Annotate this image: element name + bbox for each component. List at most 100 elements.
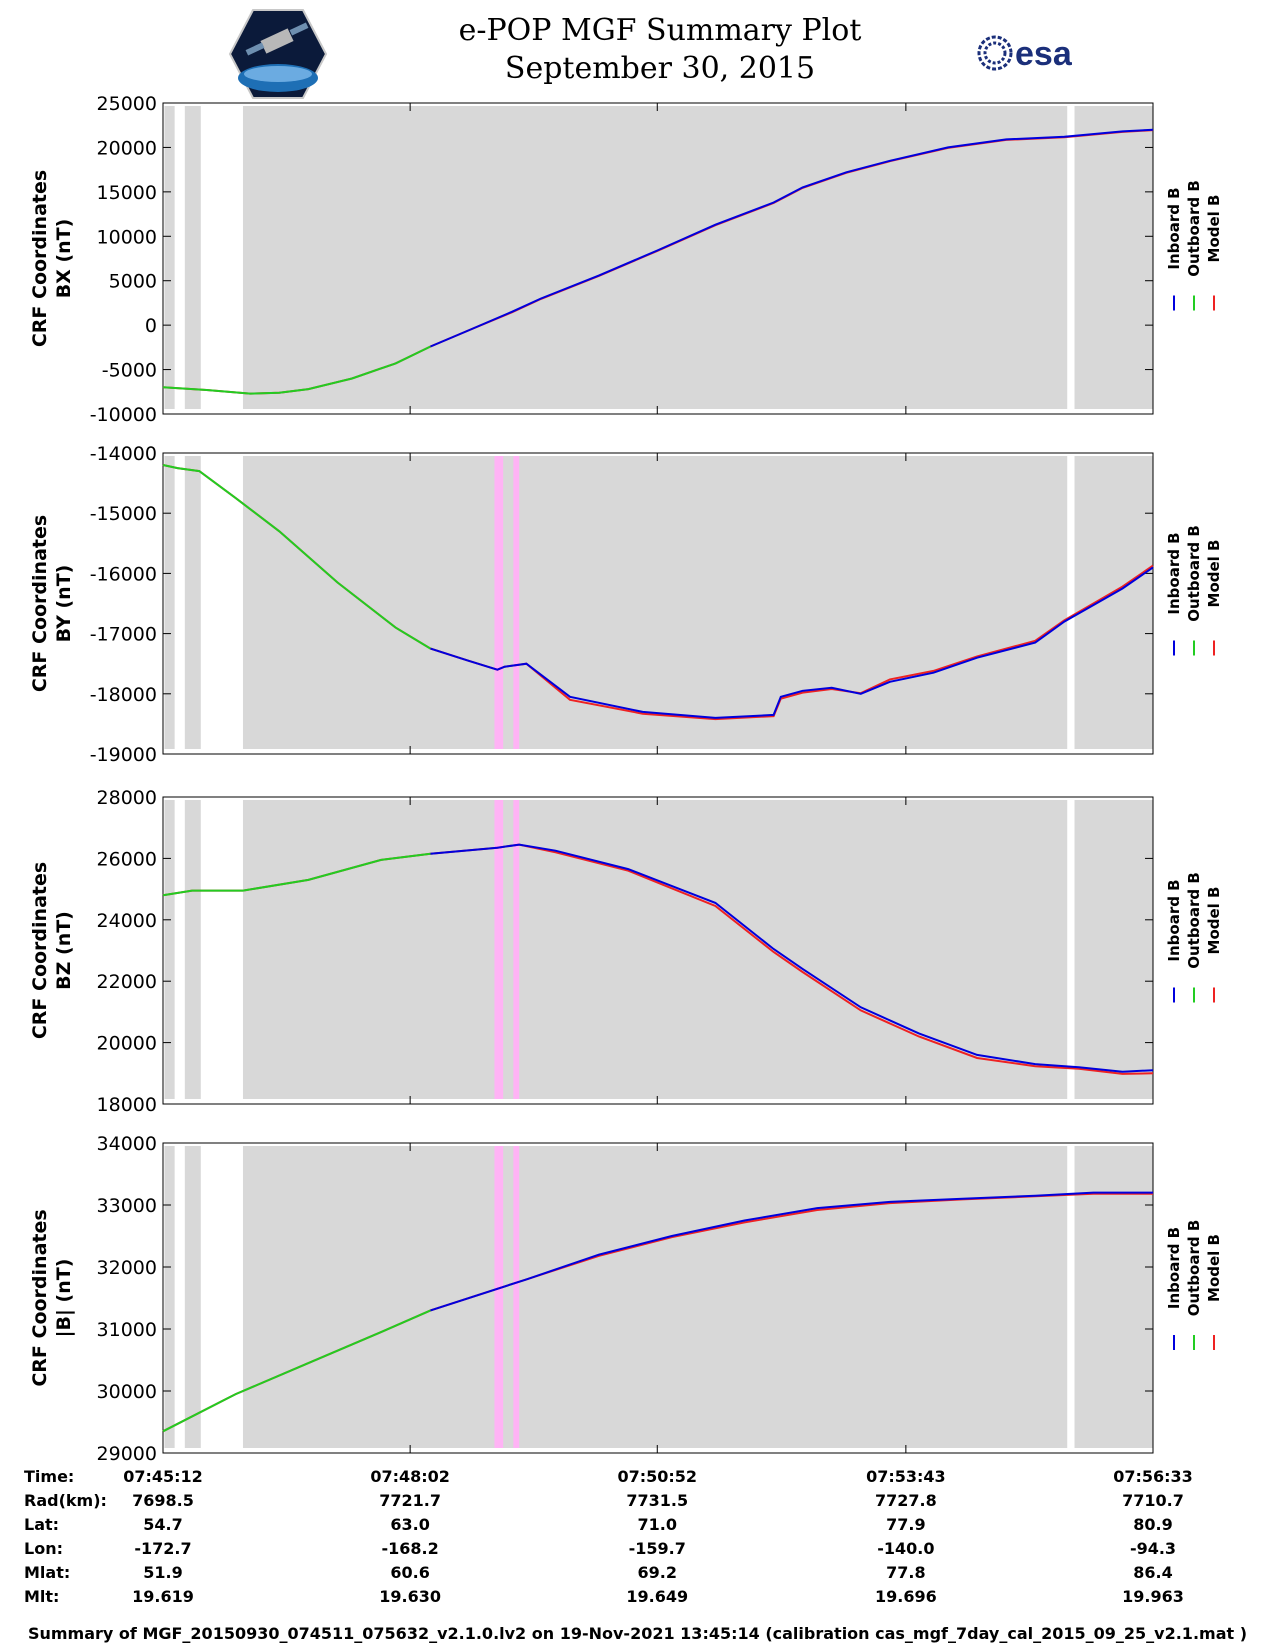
shaded-interval-1 — [184, 800, 201, 1099]
ephemeris-row-label: Lon: — [24, 1539, 63, 1558]
shaded-interval-0 — [164, 456, 175, 749]
ephemeris-value: 7710.7 — [1122, 1491, 1184, 1510]
esa-logo-text: esa — [1015, 35, 1073, 73]
x-tick-label: 07:56:33 — [1113, 1467, 1193, 1486]
legend-label: Outboard B — [1185, 525, 1203, 622]
panel-bz: 18000 20000 22000 24000 26000 28000 CRF Coordi… — [29, 787, 1223, 1116]
ephemeris-value: 19.963 — [1122, 1587, 1184, 1606]
panel-bx: -10000 -5000 0 5000 10000 15000 20000 25000 CRF … — [29, 93, 1223, 426]
y-tick-label: 20000 — [97, 1033, 157, 1055]
inboard-b-line — [430, 1191, 1153, 1312]
axes-box — [162, 452, 1154, 755]
y-axis-label-line: BZ (nT) — [53, 911, 75, 990]
ephemeris-value: 63.0 — [390, 1515, 429, 1534]
shaded-interval-3 — [1074, 106, 1153, 409]
shaded-interval-1 — [184, 1146, 201, 1448]
outboard-b-line — [162, 1309, 431, 1433]
flagged-interval-0 — [494, 456, 504, 749]
legend-label: Inboard B — [1165, 1227, 1183, 1309]
ephemeris-value: 86.4 — [1133, 1563, 1172, 1582]
esa-logo-icon: esa — [977, 35, 1073, 73]
flagged-interval-0 — [494, 800, 504, 1099]
y-tick-label: 34000 — [97, 1133, 157, 1155]
ephemeris-value: 7731.5 — [626, 1491, 688, 1510]
legend-label: Model B — [1205, 540, 1223, 608]
legend-label: Model B — [1205, 887, 1223, 955]
inboard-b-line — [430, 128, 1154, 348]
shaded-interval-0 — [164, 106, 175, 409]
ephemeris-value: 19.696 — [875, 1587, 937, 1606]
flagged-interval-0 — [494, 1146, 504, 1448]
flagged-interval-1 — [513, 800, 520, 1099]
shaded-interval-2 — [242, 1146, 1068, 1448]
legend-label: Inboard B — [1165, 187, 1183, 269]
shaded-interval-1 — [184, 456, 201, 749]
legend-label: Model B — [1205, 1234, 1223, 1302]
y-axis-label-line: |B| (nT) — [53, 1259, 75, 1338]
ephemeris-value: 54.7 — [143, 1515, 182, 1534]
ephemeris-value: -94.3 — [1130, 1539, 1176, 1558]
shaded-interval-3 — [1074, 456, 1153, 749]
y-axis-label-line: CRF Coordinates — [29, 170, 51, 347]
ephemeris-row-label: Time: — [24, 1467, 74, 1486]
ephemeris-value: 80.9 — [1133, 1515, 1172, 1534]
y-axis-label: CRF Coordinates BX (nT) — [29, 170, 75, 347]
y-tick-label: 0 — [145, 315, 157, 337]
y-tick-label: 33000 — [97, 1195, 157, 1217]
y-tick-label: -5000 — [102, 360, 157, 382]
ephemeris-value: -140.0 — [877, 1539, 934, 1558]
ephemeris-row-label: Rad(km): — [24, 1491, 107, 1510]
y-tick-label: -15000 — [90, 503, 157, 525]
y-tick-label: 18000 — [97, 1094, 157, 1116]
ephemeris-value: 60.6 — [390, 1563, 429, 1582]
flagged-interval-1 — [513, 456, 520, 749]
axes-box — [162, 102, 1154, 415]
inboard-b-line — [430, 566, 1154, 719]
y-tick-label: 30000 — [97, 1381, 157, 1403]
y-tick-label: -17000 — [90, 624, 157, 646]
shaded-interval-2 — [242, 106, 1068, 409]
x-tick-label: 07:45:12 — [123, 1467, 203, 1486]
plot-date: September 30, 2015 — [504, 51, 816, 86]
ephemeris-value: 77.8 — [886, 1563, 925, 1582]
shaded-interval-1 — [184, 106, 201, 409]
y-axis-label-line: CRF Coordinates — [29, 1209, 51, 1386]
shaded-interval-3 — [1074, 800, 1153, 1099]
y-tick-label: 22000 — [97, 971, 157, 993]
y-tick-label: -18000 — [90, 684, 157, 706]
ephemeris-value: 7727.8 — [875, 1491, 937, 1510]
x-tick-label: 07:53:43 — [866, 1467, 946, 1486]
ephemeris-row-label: Lat: — [24, 1515, 59, 1534]
ephemeris-value: 51.9 — [143, 1563, 182, 1582]
panel-bmag: 29000 30000 31000 32000 33000 34000 CRF Coordi… — [29, 1133, 1223, 1465]
shaded-interval-2 — [242, 456, 1068, 749]
y-tick-label: 25000 — [97, 93, 157, 115]
title-block: e-POP MGF Summary Plot September 30, 201… — [380, 12, 940, 88]
ephemeris-value: -172.7 — [134, 1539, 191, 1558]
shaded-interval-0 — [164, 800, 175, 1099]
legend-label: Outboard B — [1185, 1220, 1203, 1317]
ephemeris-value: 7721.7 — [379, 1491, 441, 1510]
y-tick-label: 20000 — [97, 137, 157, 159]
y-axis-label-line: CRF Coordinates — [29, 862, 51, 1039]
y-axis-label-line: BY (nT) — [53, 565, 75, 643]
ephemeris-row-label: Mlt: — [24, 1587, 59, 1606]
flagged-interval-1 — [513, 1146, 520, 1448]
plot-title: e-POP MGF Summary Plot — [458, 13, 862, 48]
y-axis-label: CRF Coordinates |B| (nT) — [29, 1209, 75, 1386]
x-tick-label: 07:50:52 — [617, 1467, 697, 1486]
ephemeris-value: 71.0 — [638, 1515, 677, 1534]
y-axis-label: CRF Coordinates BZ (nT) — [29, 862, 75, 1039]
shaded-interval-3 — [1074, 1146, 1153, 1448]
ephemeris-value: -168.2 — [382, 1539, 439, 1558]
y-tick-label: -16000 — [90, 563, 157, 585]
ephemeris-value: 19.619 — [132, 1587, 194, 1606]
y-tick-label: 26000 — [97, 848, 157, 870]
shaded-interval-0 — [164, 1146, 175, 1448]
legend-label: Inboard B — [1165, 879, 1183, 961]
axes-box — [162, 796, 1154, 1105]
y-tick-label: 32000 — [97, 1257, 157, 1279]
legend-label: Outboard B — [1185, 872, 1203, 969]
panel-by: -19000 -18000 -17000 -16000 -15000 -14000 CRF … — [29, 443, 1223, 766]
